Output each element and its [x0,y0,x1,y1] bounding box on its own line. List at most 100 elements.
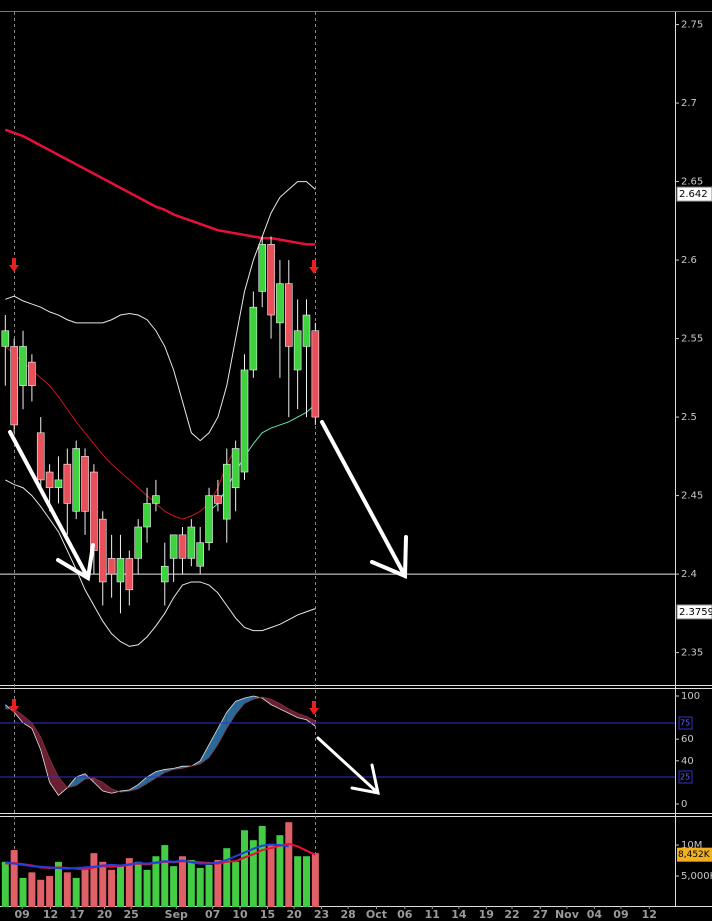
y-tick-label: 60 [681,734,694,745]
x-tick-label: 22 [504,908,519,921]
candle-body [302,314,311,347]
volume-bar [170,866,178,907]
overlay-line [5,181,316,442]
volume-bar [46,876,54,907]
level-box [678,716,693,730]
volume-bar [81,868,89,907]
x-tick-label: 04 [587,908,603,921]
volume-bar [37,879,45,907]
volume-bar [311,853,319,907]
x-tick-label: 20 [97,908,113,921]
candle-body [143,503,151,528]
x-tick-label: 25 [123,908,138,921]
price-label-box [676,604,712,620]
volume-bar [276,835,284,907]
y-tick-label: 2.5 [681,412,697,423]
volume-bar [240,830,248,907]
volume-bar [267,843,275,907]
oscillator-fill [217,712,227,745]
oscillator-fill [40,737,50,783]
candle-body [152,495,160,504]
x-tick-label: 28 [340,908,355,921]
y-tick-label: 5,000K [681,871,712,882]
y-tick-label: 2.7 [681,98,697,109]
x-tick-label: 23 [314,908,329,921]
candle-body [72,448,80,512]
x-tick-label: 20 [286,908,302,921]
volume-bar [214,859,222,907]
last-value-label: 8,452K [678,850,711,860]
volume-bar [134,861,142,907]
volume-bar [108,869,116,907]
plot: 2.35 2.4 2.45 2.5 2.55 2.6 2.65 2.7 2.75 09 12 17 20… [0,20,712,921]
oscillator-fill [147,771,156,784]
candle-body [107,558,116,575]
x-tick-label: 07 [205,908,220,921]
oscillator-fill [235,698,245,715]
x-tick-label: 12 [642,908,657,921]
x-tick-label: 19 [479,908,494,921]
y-tick-label: 10M [681,840,702,851]
candle-body [276,283,284,324]
candle-body [160,565,169,583]
annotations [8,420,408,795]
y-tick-label: 2.45 [681,491,703,502]
y-tick-label: 2.6 [681,255,697,266]
oscillator-fill [306,716,316,727]
volume-bar [63,872,71,907]
candle-body [178,534,187,559]
volume-bar [249,840,257,907]
level-label: 25 [680,773,690,782]
volume-bar [223,848,231,907]
candle-body [19,346,27,386]
y-tick-label: 40 [681,756,694,767]
candle-body [196,542,204,567]
oscillator-fill [155,769,165,779]
x-tick-label: 09 [14,908,29,921]
candle-body [240,369,249,473]
x-tick-label: 17 [69,908,84,921]
candle-body [169,534,178,559]
candle-body [63,463,72,504]
candle-body [81,456,89,512]
volume-bar [125,858,133,907]
candle-body [205,495,213,543]
volume-bar [72,877,80,907]
candle-body [116,558,125,583]
x-tick-label: 14 [451,908,467,921]
volume-bar [99,861,107,907]
volume-bar [152,856,160,907]
oscillator-fill [271,699,280,709]
x-tick-label: 11 [425,908,440,921]
volume-bar [302,856,310,907]
signal-arrows [9,258,319,715]
y-tick-label: 0 [681,799,687,810]
arrow [320,420,408,579]
candle-body [293,330,302,371]
oscillator-fill [288,708,298,718]
volume-bar [19,877,27,907]
candle-body [54,479,63,489]
arrow [316,736,380,795]
candle-body [134,526,142,559]
signal-arrow [9,699,19,713]
last-value-box [677,847,712,862]
volume-bar [10,850,18,907]
candle-body [187,526,196,559]
overlay-line [4,346,237,520]
volume-bar [205,864,213,907]
signal-arrow [309,260,319,274]
price-label: 2.3759 [679,607,712,618]
candle-body [10,346,18,426]
volume-bar [143,869,151,907]
volume-bar [258,825,266,907]
candle-body [36,432,45,481]
x-tick-label: Oct [366,908,387,921]
oscillator-fill [138,777,148,789]
x-tick-label: 09 [613,908,628,921]
oscillator-fill [23,715,32,729]
overlay-line [4,128,316,246]
volume-average-line [5,843,289,870]
volume-bar [232,861,240,907]
